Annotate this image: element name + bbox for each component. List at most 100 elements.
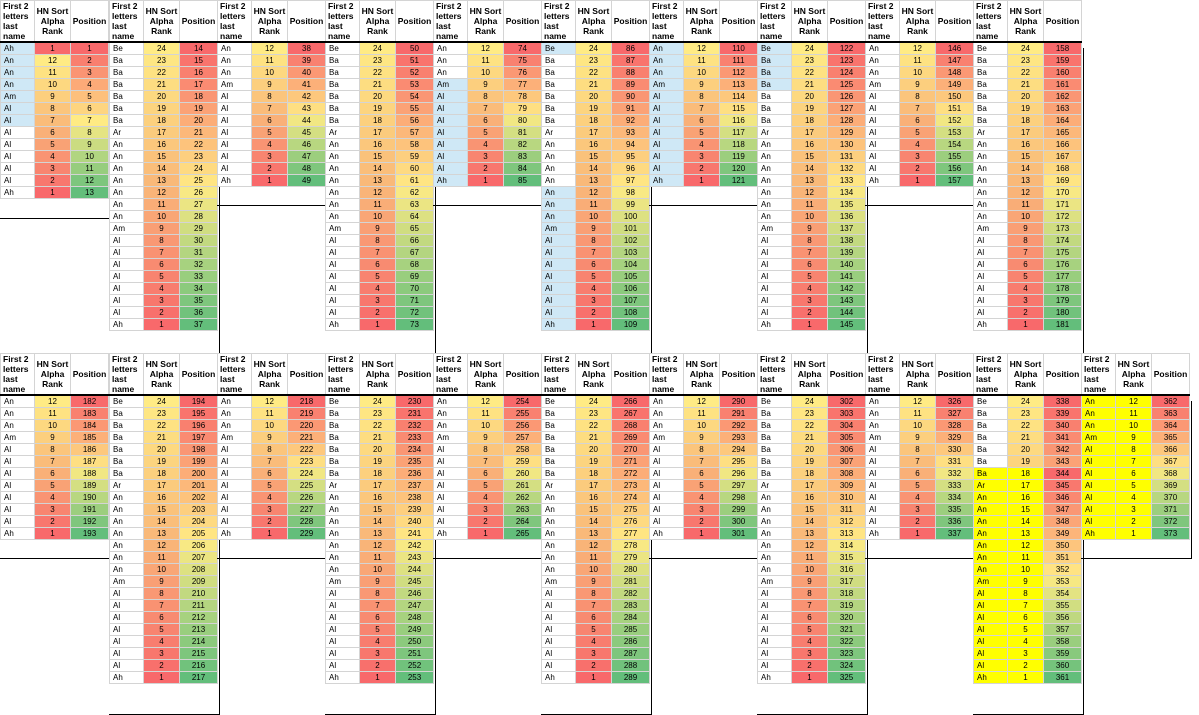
cell-last-name-letters[interactable]: Al (433, 114, 468, 127)
cell-last-name-letters[interactable]: Al (325, 599, 360, 612)
column-header[interactable]: HN Sort Alpha Rank (575, 353, 612, 396)
cell-alpha-rank[interactable]: 9 (359, 222, 396, 235)
cell-alpha-rank[interactable]: 7 (1007, 599, 1044, 612)
cell-alpha-rank[interactable]: 10 (683, 419, 720, 432)
cell-last-name-letters[interactable]: An (973, 138, 1008, 151)
cell-position[interactable]: 305 (827, 431, 866, 444)
cell-last-name-letters[interactable]: Ah (433, 174, 468, 187)
cell-last-name-letters[interactable]: Al (541, 246, 576, 259)
cell-last-name-letters[interactable]: Al (1081, 515, 1116, 528)
cell-alpha-rank[interactable]: 20 (143, 90, 180, 103)
cell-last-name-letters[interactable]: Ar (325, 479, 360, 492)
cell-alpha-rank[interactable]: 16 (1007, 491, 1044, 504)
cell-last-name-letters[interactable]: Al (217, 503, 252, 516)
cell-alpha-rank[interactable]: 8 (683, 443, 720, 456)
cell-position[interactable]: 158 (1043, 41, 1082, 55)
cell-alpha-rank[interactable]: 2 (1007, 306, 1044, 319)
cell-alpha-rank[interactable]: 10 (34, 419, 71, 432)
cell-alpha-rank[interactable]: 4 (359, 282, 396, 295)
cell-position[interactable]: 222 (287, 443, 326, 456)
cell-last-name-letters[interactable]: Ba (109, 90, 144, 103)
cell-alpha-rank[interactable]: 2 (1115, 515, 1152, 528)
cell-position[interactable]: 72 (395, 306, 434, 319)
cell-alpha-rank[interactable]: 15 (575, 150, 612, 163)
cell-last-name-letters[interactable]: Ah (325, 671, 360, 684)
cell-alpha-rank[interactable]: 5 (34, 479, 71, 492)
cell-last-name-letters[interactable]: Ba (973, 419, 1008, 432)
cell-position[interactable]: 262 (503, 491, 542, 504)
cell-last-name-letters[interactable]: An (217, 66, 252, 79)
cell-last-name-letters[interactable]: Al (109, 659, 144, 672)
cell-last-name-letters[interactable]: Al (541, 258, 576, 271)
cell-last-name-letters[interactable]: Al (865, 102, 900, 115)
cell-alpha-rank[interactable]: 19 (359, 102, 396, 115)
cell-position[interactable]: 121 (719, 174, 758, 187)
cell-position[interactable]: 134 (827, 186, 866, 199)
cell-position[interactable]: 58 (395, 138, 434, 151)
cell-alpha-rank[interactable]: 3 (251, 503, 288, 516)
cell-last-name-letters[interactable]: Al (649, 503, 684, 516)
column-header[interactable]: First 2 letters last name (541, 0, 576, 43)
cell-last-name-letters[interactable]: An (109, 186, 144, 199)
cell-position[interactable]: 327 (935, 407, 974, 420)
cell-alpha-rank[interactable]: 24 (575, 394, 612, 408)
cell-alpha-rank[interactable]: 11 (899, 54, 936, 67)
cell-alpha-rank[interactable]: 6 (791, 611, 828, 624)
cell-position[interactable]: 178 (1043, 282, 1082, 295)
cell-position[interactable]: 265 (503, 527, 542, 540)
cell-last-name-letters[interactable]: Al (217, 467, 252, 480)
cell-alpha-rank[interactable]: 1 (899, 174, 936, 187)
cell-position[interactable]: 52 (395, 66, 434, 79)
cell-last-name-letters[interactable]: Al (325, 647, 360, 660)
cell-position[interactable]: 97 (611, 174, 650, 187)
cell-position[interactable]: 5 (70, 90, 109, 103)
cell-position[interactable]: 229 (287, 527, 326, 540)
cell-position[interactable]: 352 (1043, 563, 1082, 576)
cell-alpha-rank[interactable]: 2 (359, 306, 396, 319)
cell-position[interactable]: 368 (1151, 467, 1190, 480)
cell-position[interactable]: 278 (611, 539, 650, 552)
cell-alpha-rank[interactable]: 8 (791, 587, 828, 600)
cell-alpha-rank[interactable]: 1 (251, 527, 288, 540)
cell-alpha-rank[interactable]: 9 (1007, 222, 1044, 235)
cell-last-name-letters[interactable]: Ba (757, 455, 792, 468)
cell-alpha-rank[interactable]: 24 (791, 394, 828, 408)
cell-alpha-rank[interactable]: 9 (251, 431, 288, 444)
cell-position[interactable]: 130 (827, 138, 866, 151)
cell-alpha-rank[interactable]: 2 (791, 659, 828, 672)
cell-alpha-rank[interactable]: 13 (359, 527, 396, 540)
cell-last-name-letters[interactable]: An (757, 210, 792, 223)
cell-last-name-letters[interactable]: Ba (325, 90, 360, 103)
cell-last-name-letters[interactable]: An (325, 491, 360, 504)
cell-alpha-rank[interactable]: 24 (1007, 394, 1044, 408)
cell-last-name-letters[interactable]: Ah (109, 318, 144, 331)
cell-position[interactable]: 308 (827, 467, 866, 480)
cell-alpha-rank[interactable]: 10 (359, 210, 396, 223)
cell-position[interactable]: 353 (1043, 575, 1082, 588)
cell-position[interactable]: 9 (70, 138, 109, 151)
cell-position[interactable]: 350 (1043, 539, 1082, 552)
cell-alpha-rank[interactable]: 20 (791, 90, 828, 103)
cell-alpha-rank[interactable]: 1 (143, 318, 180, 331)
cell-last-name-letters[interactable]: Ah (0, 41, 35, 55)
cell-position[interactable]: 247 (395, 599, 434, 612)
cell-position[interactable]: 182 (70, 394, 109, 408)
cell-alpha-rank[interactable]: 4 (791, 635, 828, 648)
cell-last-name-letters[interactable]: Al (541, 659, 576, 672)
cell-last-name-letters[interactable]: An (109, 210, 144, 223)
cell-alpha-rank[interactable]: 3 (1115, 503, 1152, 516)
cell-alpha-rank[interactable]: 8 (1007, 587, 1044, 600)
cell-alpha-rank[interactable]: 16 (791, 138, 828, 151)
cell-alpha-rank[interactable]: 2 (1007, 659, 1044, 672)
cell-position[interactable]: 157 (935, 174, 974, 187)
cell-position[interactable]: 54 (395, 90, 434, 103)
cell-alpha-rank[interactable]: 3 (251, 150, 288, 163)
cell-position[interactable]: 113 (719, 78, 758, 91)
cell-last-name-letters[interactable]: Al (0, 162, 35, 175)
cell-alpha-rank[interactable]: 12 (1007, 539, 1044, 552)
cell-last-name-letters[interactable]: An (973, 563, 1008, 576)
cell-position[interactable]: 109 (611, 318, 650, 331)
cell-position[interactable]: 138 (827, 234, 866, 247)
cell-position[interactable]: 150 (935, 90, 974, 103)
cell-alpha-rank[interactable]: 23 (143, 407, 180, 420)
